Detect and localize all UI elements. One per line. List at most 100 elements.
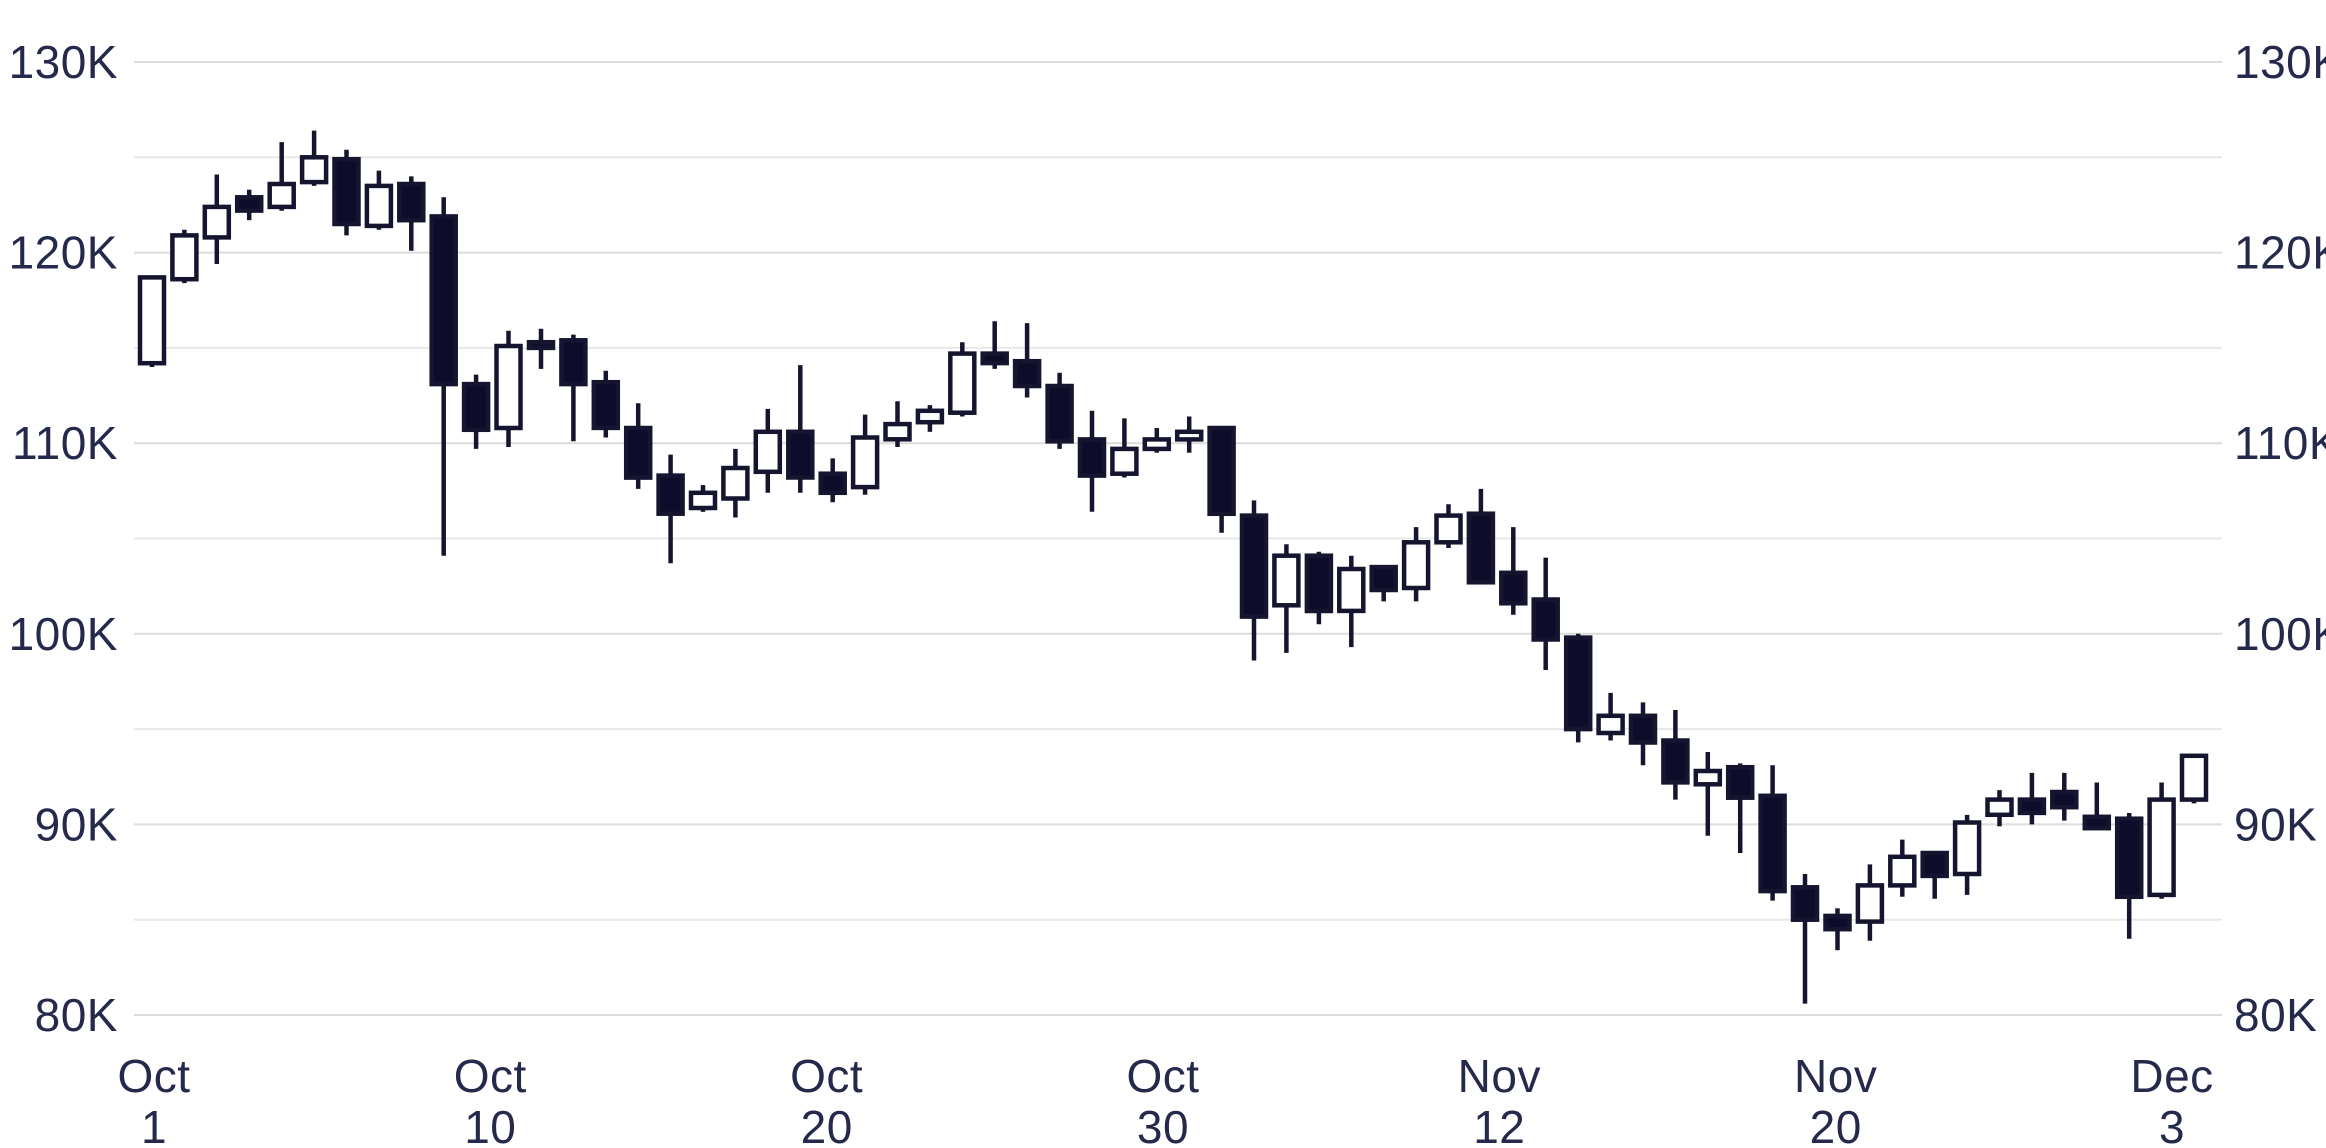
candle-oct-17[interactable]: Oct 17 O 108.3K H 109.4K L 103.7K C 106.…: [656, 454, 685, 564]
candle-oct-20[interactable]: Oct 20 O 108.5K H 111.8K L 107.4K C 110.…: [753, 408, 783, 493]
candle-oct-3[interactable]: Oct 3 O 120.8K H 124.1K L 119.4K C 122.4…: [202, 174, 232, 265]
candle-oct-22[interactable]: Oct 22 O 108.4K H 109.2K L 106.9K C 107.…: [818, 458, 847, 503]
candle-dec-1[interactable]: Dec 1 O 90.3K H 90.6K L 84K C 86.2K: [2114, 813, 2144, 939]
candle-oct-19[interactable]: Oct 19 O 107.1K H 109.7K L 106.1K C 108.…: [721, 448, 750, 518]
x-tick-month: Nov: [1458, 1050, 1541, 1102]
candle-body-down: [1725, 764, 1755, 800]
candle-body-up: [721, 465, 750, 501]
candle-oct-15[interactable]: Oct 15 O 113.2K H 113.8K L 110.3K C 110.…: [591, 370, 621, 438]
candle-oct-10[interactable]: Oct 10 O 121.9K H 122.9K L 104.1K C 113.…: [429, 197, 458, 556]
candle-body-down: [980, 351, 1009, 366]
candle-nov-3[interactable]: Nov 3 O 110.8K H 110.9K L 105.3K C 106.3…: [1207, 425, 1236, 533]
candle-body-down: [1628, 713, 1658, 745]
candle-nov-30[interactable]: Nov 30 O 90.4K H 92.2K L 89.7K C 89.8K: [2082, 782, 2112, 831]
candle-body-down: [234, 195, 264, 213]
candle-body-up: [753, 429, 783, 475]
candle-oct-8[interactable]: Oct 8 O 121.4K H 124.3K L 121.2K C 123.5…: [364, 170, 394, 230]
candle-oct-5[interactable]: Oct 5 O 122.4K H 125.8K L 122.2K C 123.6…: [267, 142, 296, 211]
candle-nov-5[interactable]: Nov 5 O 101.5K H 104.7K L 99K C 104.1K: [1272, 544, 1301, 653]
candle-oct-11[interactable]: Oct 11 O 113.1K H 113.6K L 109.7K C 110.…: [461, 374, 491, 449]
candle-oct-16[interactable]: Oct 16 O 110.8K H 112.1K L 107.6K C 108.…: [623, 403, 653, 489]
candle-body-down: [1823, 913, 1852, 932]
candle-nov-12[interactable]: Nov 12 O 103.2K H 105.6K L 101K C 101.6K: [1499, 527, 1528, 615]
candle-nov-24[interactable]: Nov 24 O 86.8K H 89.2K L 86.2K C 88.3K: [1888, 839, 1917, 897]
candle-oct-4[interactable]: Oct 4 O 122.9K H 123.3K L 121.7K C 122.2…: [234, 189, 264, 221]
candle-nov-22[interactable]: Nov 22 O 85.2K H 85.6K L 83.4K C 84.5K: [1823, 908, 1852, 951]
candle-nov-13[interactable]: Nov 13 O 101.8K H 104K L 98.1K C 99.7K: [1531, 557, 1560, 670]
candle-nov-14[interactable]: Nov 14 O 99.8K H 100K L 94.3K C 95K: [1563, 633, 1593, 743]
candle-oct-26[interactable]: Oct 26 O 111.6K H 115.3K L 111.4K C 114.…: [948, 342, 977, 417]
candle-oct-12[interactable]: Oct 12 O 110.8K H 115.9K L 109.8K C 115.…: [494, 330, 523, 447]
candle-oct-27[interactable]: Oct 27 O 114.7K H 116.4K L 113.9K C 114.…: [980, 321, 1009, 369]
candle-nov-25[interactable]: Nov 25 O 88.5K H 88.6K L 86.1K C 87.3K: [1920, 850, 1949, 899]
candle-oct-28[interactable]: Oct 28 O 114.3K H 116.3K L 112.4K C 113K: [1012, 323, 1042, 398]
candle-nov-29[interactable]: Nov 29 O 91.7K H 92.7K L 90.2K C 90.9K: [2050, 772, 2079, 821]
candle-oct-13[interactable]: Oct 13 O 115.3K H 116K L 113.9K C 115K: [526, 328, 556, 369]
x-tick-day: 30: [1137, 1101, 1189, 1148]
x-tick-month: Oct: [1126, 1050, 1199, 1102]
candle-nov-9[interactable]: Nov 9 O 102.4K H 105.6K L 101.7K C 104.8…: [1401, 527, 1431, 602]
candle-body-up: [948, 351, 977, 415]
y-axis-label-right-100k: 100K: [2234, 608, 2326, 660]
candle-nov-23[interactable]: Nov 23 O 84.9K H 87.9K L 83.9K C 86.8K: [1855, 864, 1885, 941]
candle-body-down: [2017, 797, 2047, 816]
candle-oct-25[interactable]: Oct 25 O 111.1K H 112K L 110.6K C 111.7K: [915, 405, 945, 432]
candle-dec-3[interactable]: Dec 3 O 91.3K H 93.7K L 91.1K C 93.6K: [2179, 753, 2209, 804]
candle-nov-1[interactable]: Nov 1 O 109.7K H 110.8K L 109.5K C 110.2…: [1142, 428, 1172, 453]
candle-body-up: [1985, 797, 2014, 818]
candle-body-up: [1434, 513, 1463, 545]
candle-body-up: [1272, 553, 1301, 608]
candle-oct-29[interactable]: Oct 29 O 113K H 113.7K L 109.7K C 110.1K: [1045, 372, 1074, 449]
y-axis-label-right-90k: 90K: [2234, 798, 2317, 850]
candle-dec-2[interactable]: Dec 2 O 86.3K H 92.2K L 86.1K C 91.3K: [2147, 782, 2176, 899]
candle-nov-6[interactable]: Nov 6 O 104.1K H 104.3K L 100.5K C 101.2…: [1304, 551, 1334, 625]
candle-nov-28[interactable]: Nov 28 O 91.3K H 92.7K L 90K C 90.6K: [2017, 772, 2047, 825]
candle-oct-14[interactable]: Oct 14 O 115.4K H 115.7K L 110.1K C 113.…: [559, 334, 588, 442]
candle-oct-6[interactable]: Oct 6 O 123.7K H 126.4K L 123.5K C 125K: [299, 130, 329, 186]
candle-body-up: [137, 275, 167, 366]
candle-nov-17[interactable]: Nov 17 O 94.4K H 96K L 91.3K C 92.2K: [1661, 710, 1690, 800]
candle-body-down: [1207, 425, 1236, 517]
candle-oct-1[interactable]: Oct 1 O 114.2K H 118.8K L 114K C 118.7K: [137, 275, 167, 368]
candle-body-up: [364, 183, 394, 229]
candle-nov-18[interactable]: Nov 18 O 92.1K H 93.8K L 89.4K C 92.8K: [1693, 752, 1723, 836]
candle-oct-21[interactable]: Oct 21 O 110.6K H 114.1K L 107.4K C 108.…: [786, 365, 815, 493]
candle-nov-21[interactable]: Nov 21 O 86.7K H 87.4K L 80.6K C 85K: [1790, 874, 1820, 1004]
candle-oct-30[interactable]: Oct 30 O 110.2K H 111.7K L 106.4K C 108.…: [1077, 410, 1107, 512]
candle-nov-20[interactable]: Nov 20 O 91.5K H 93.1K L 86K C 86.5K: [1758, 765, 1787, 901]
candle-body-up: [1174, 429, 1204, 442]
candle-nov-11[interactable]: Nov 11 O 106.3K H 107.6K L 102.6K C 102.…: [1466, 488, 1496, 585]
candle-oct-7[interactable]: Oct 7 O 124.9K H 125.4K L 120.9K C 121.5…: [332, 149, 361, 236]
candle-nov-16[interactable]: Nov 16 O 95.7K H 96.4K L 93.1K C 94.3K: [1628, 702, 1658, 766]
x-tick-month: Nov: [1794, 1050, 1877, 1102]
candle-oct-24[interactable]: Oct 24 O 110.2K H 112.2K L 109.8K C 111K: [883, 401, 912, 447]
candle-nov-10[interactable]: Nov 10 O 104.8K H 106.8K L 104.5K C 106.…: [1434, 504, 1463, 548]
candle-oct-31[interactable]: Oct 31 O 108.4K H 111.3K L 108.2K C 109.…: [1110, 418, 1139, 478]
candles-series: Oct 1 O 114.2K H 118.8K L 114K C 118.7KO…: [137, 130, 2209, 1004]
candle-oct-9[interactable]: Oct 9 O 123.6K H 124K L 120.1K C 121.7K: [397, 176, 426, 251]
candle-nov-4[interactable]: Nov 4 O 106.2K H 107K L 98.6K C 100.9K: [1239, 500, 1269, 661]
y-axis-label-right-130k: 130K: [2234, 36, 2326, 88]
candle-body-up: [2179, 753, 2209, 802]
candle-body-down: [818, 471, 847, 496]
candle-body-down: [1466, 511, 1496, 585]
candle-body-down: [429, 214, 458, 387]
candle-nov-2[interactable]: Nov 2 O 110.2K H 111.4K L 109.5K C 110.6…: [1174, 416, 1204, 453]
candle-nov-27[interactable]: Nov 27 O 90.5K H 91.8K L 89.9K C 91.3K: [1985, 790, 2014, 827]
candle-body-up: [170, 233, 199, 282]
candle-nov-7[interactable]: Nov 7 O 101.2K H 104.1K L 99.3K C 103.4K: [1337, 555, 1366, 648]
candle-oct-23[interactable]: Oct 23 O 107.7K H 111.5K L 107.3K C 110.…: [850, 414, 880, 495]
candle-nov-15[interactable]: Nov 15 O 94.8K H 96.9K L 94.4K C 95.7K: [1596, 692, 1625, 741]
candle-nov-8[interactable]: Nov 8 O 103.5K H 103.6K L 101.7K C 102.3…: [1369, 564, 1398, 602]
candle-nov-19[interactable]: Nov 19 O 93K H 93.2K L 88.5K C 91.4K: [1725, 763, 1755, 853]
candle-body-down: [397, 181, 426, 223]
candle-nov-26[interactable]: Nov 26 O 87.4K H 90.5K L 86.3K C 90.1K: [1952, 814, 1982, 895]
candle-oct-18[interactable]: Oct 18 O 106.6K H 107.8K L 106.4K C 107.…: [688, 485, 718, 512]
candle-body-down: [786, 429, 815, 480]
candle-body-down: [1239, 513, 1269, 619]
candle-oct-2[interactable]: Oct 2 O 118.6K H 121.2K L 118.4K C 120.9…: [170, 229, 199, 284]
y-axis-label-right-80k: 80K: [2234, 989, 2317, 1041]
